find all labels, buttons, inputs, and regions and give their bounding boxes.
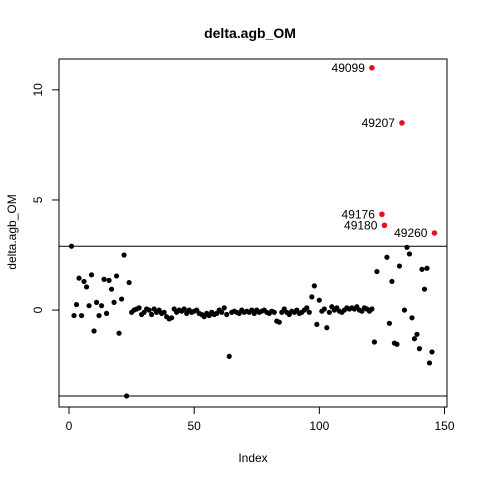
data-point xyxy=(396,263,403,269)
outlier-label-49180: 49180 xyxy=(344,218,378,232)
data-point xyxy=(326,309,332,315)
data-points xyxy=(68,243,435,399)
data-point xyxy=(123,393,130,399)
data-point xyxy=(414,331,420,337)
data-point xyxy=(389,278,395,285)
outlier-label-49260: 49260 xyxy=(394,226,428,240)
data-point xyxy=(406,251,413,257)
data-point xyxy=(309,294,315,300)
data-point xyxy=(91,328,97,334)
x-axis-label: Index xyxy=(238,451,267,465)
plot-frame xyxy=(58,58,448,408)
data-point xyxy=(371,339,378,345)
x-tick-label: 150 xyxy=(434,419,454,433)
data-point xyxy=(118,296,125,302)
data-point xyxy=(324,325,330,331)
reference-lines xyxy=(59,245,447,397)
data-point xyxy=(71,312,77,319)
data-point xyxy=(386,320,393,326)
data-point xyxy=(136,305,142,311)
outlier-point-49207 xyxy=(399,120,405,126)
data-point xyxy=(83,284,90,290)
y-axis-label: delta.agb_OM xyxy=(5,194,19,269)
outlier-label-49099: 49099 xyxy=(332,61,366,75)
data-point xyxy=(113,273,120,279)
data-point xyxy=(314,321,320,328)
data-point xyxy=(169,315,175,321)
y-tick-label: 0 xyxy=(31,306,45,313)
data-point xyxy=(108,286,115,292)
x-axis: 0 50 100 150 xyxy=(66,406,455,433)
outlier-label-49207: 49207 xyxy=(362,116,396,130)
data-point xyxy=(221,305,227,311)
data-point xyxy=(111,299,117,305)
data-point xyxy=(429,349,435,355)
data-point xyxy=(311,283,317,289)
data-point xyxy=(401,307,408,313)
data-point xyxy=(411,336,418,342)
data-point xyxy=(226,353,232,359)
data-point xyxy=(126,279,132,286)
data-point xyxy=(181,306,187,312)
y-tick-label: 10 xyxy=(31,83,45,97)
data-point xyxy=(421,286,428,292)
data-point xyxy=(98,303,105,309)
data-point xyxy=(404,244,410,250)
outlier-label-49176: 49176 xyxy=(342,207,376,221)
data-point xyxy=(409,315,415,321)
outlier-point-49260 xyxy=(431,230,438,236)
chart-title: delta.agb_OM xyxy=(204,25,296,41)
data-point xyxy=(384,254,390,260)
x-tick-label: 0 xyxy=(66,419,73,433)
y-tick-label: 5 xyxy=(31,196,45,203)
data-point xyxy=(93,299,100,305)
outlier-point-49099 xyxy=(369,65,375,71)
data-point xyxy=(416,346,423,352)
data-point xyxy=(81,278,87,285)
data-point xyxy=(419,266,425,272)
data-point xyxy=(76,275,82,281)
data-point xyxy=(116,330,122,336)
y-axis: 0 5 10 xyxy=(31,83,60,313)
data-point xyxy=(106,277,112,283)
data-point xyxy=(276,319,282,325)
outlier-point-49180 xyxy=(381,222,388,229)
data-point xyxy=(394,341,400,347)
data-point xyxy=(426,360,433,366)
x-tick-label: 50 xyxy=(187,419,201,433)
data-point xyxy=(149,311,155,318)
data-point xyxy=(146,307,152,313)
data-point xyxy=(369,306,375,312)
data-point xyxy=(304,305,310,311)
data-point xyxy=(161,309,167,315)
data-point xyxy=(321,306,327,312)
data-point xyxy=(101,276,107,282)
data-point xyxy=(424,265,430,271)
data-point xyxy=(96,312,102,319)
data-point xyxy=(86,303,92,309)
data-point xyxy=(78,312,85,319)
data-point xyxy=(374,268,380,275)
data-point xyxy=(121,252,127,258)
data-point xyxy=(306,309,312,315)
data-point xyxy=(224,311,230,318)
data-point xyxy=(219,309,225,315)
data-point xyxy=(271,309,277,315)
data-point xyxy=(88,272,95,278)
x-tick-label: 100 xyxy=(309,419,329,433)
data-point xyxy=(68,243,75,249)
data-point xyxy=(73,301,80,308)
data-point xyxy=(316,297,322,303)
outlier-point-49176 xyxy=(379,211,385,218)
data-point xyxy=(103,310,110,316)
